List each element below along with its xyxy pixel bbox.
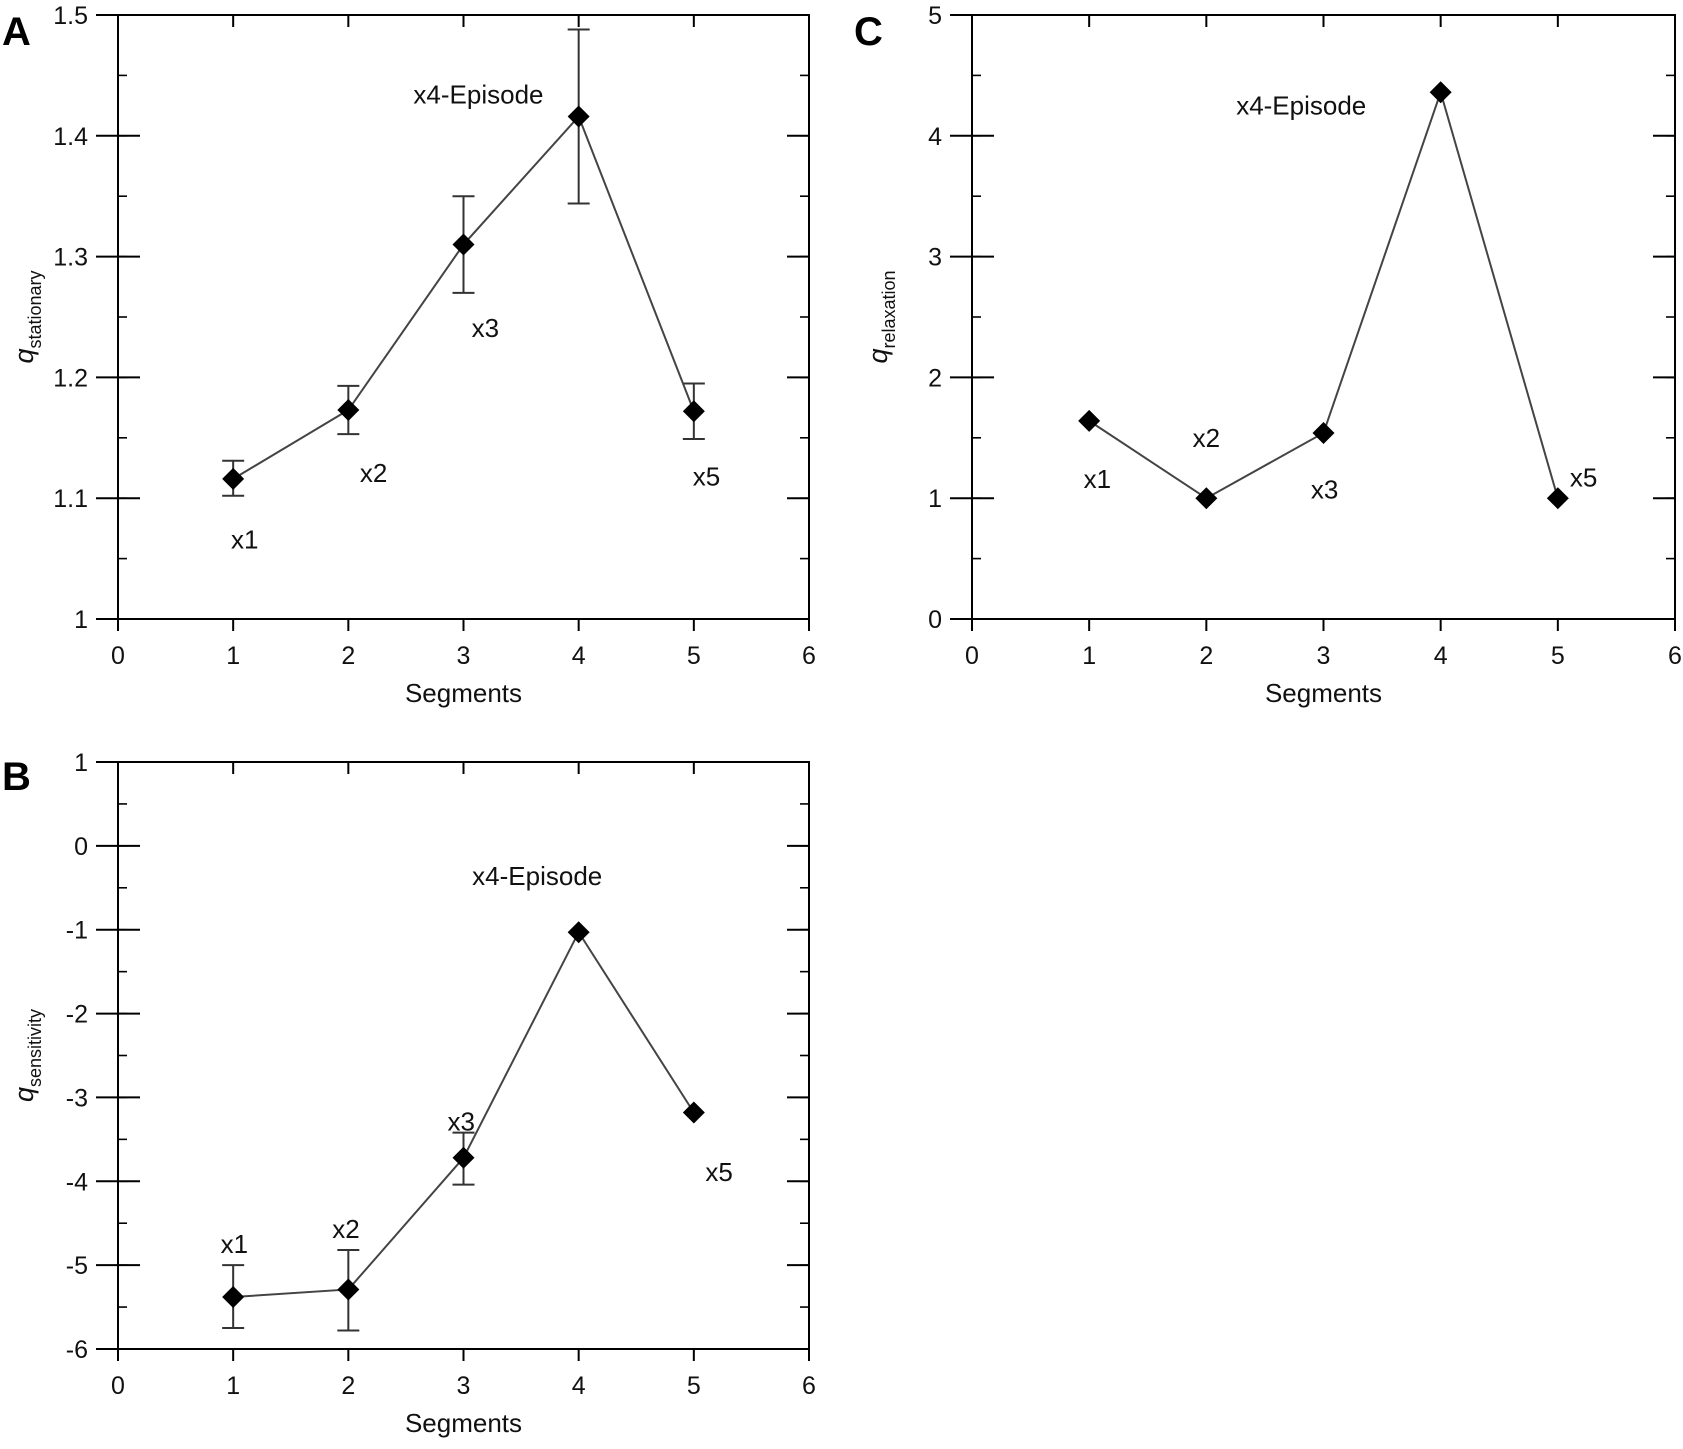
point-annotation: x3 xyxy=(1311,475,1338,505)
y-tick-label: 0 xyxy=(928,606,942,634)
point-annotation: x5 xyxy=(705,1157,732,1187)
y-tick-label: 2 xyxy=(928,364,942,392)
data-point xyxy=(1195,487,1218,510)
y-tick-label: 1 xyxy=(74,606,88,634)
y-tick-label: 1.5 xyxy=(53,2,88,30)
y-tick-label: 0 xyxy=(74,833,88,861)
data-point xyxy=(222,467,245,490)
y-tick-label: 1 xyxy=(74,749,88,777)
data-point xyxy=(337,1278,360,1301)
x-tick-label: 2 xyxy=(341,1372,355,1400)
panel-letter: C xyxy=(854,10,883,54)
x-tick-label: 6 xyxy=(802,642,816,670)
y-axis-title-symbol: q xyxy=(863,349,893,364)
plot-frame xyxy=(117,761,810,1350)
x-tick-label: 6 xyxy=(1668,642,1682,670)
y-tick-label: 1.1 xyxy=(53,485,88,513)
x-tick-label: 1 xyxy=(226,642,240,670)
y-axis-title-symbol: q xyxy=(9,1087,39,1102)
y-tick-label: 5 xyxy=(928,2,942,30)
data-point xyxy=(452,233,475,256)
y-tick-label: 1 xyxy=(928,485,942,513)
point-annotation: x1 xyxy=(231,524,258,554)
x-tick-label: 5 xyxy=(1551,642,1565,670)
x-tick-label: 3 xyxy=(457,1372,471,1400)
data-point xyxy=(452,1146,475,1169)
data-point xyxy=(1546,487,1569,510)
data-point xyxy=(337,399,360,422)
x-tick-label: 3 xyxy=(457,642,471,670)
y-axis-title: qrelaxation xyxy=(863,270,899,363)
x-tick-label: 0 xyxy=(111,642,125,670)
y-tick-label: 3 xyxy=(928,244,942,272)
point-annotation: x2 xyxy=(332,1214,359,1244)
y-tick-label: -6 xyxy=(66,1336,88,1364)
panel-letter: B xyxy=(2,755,31,799)
x-tick-label: 6 xyxy=(802,1372,816,1400)
x-axis-title: Segments xyxy=(405,678,522,708)
data-point xyxy=(567,921,590,944)
point-annotation: x1 xyxy=(1084,464,1111,494)
series-line xyxy=(232,114,695,480)
x-tick-label: 4 xyxy=(572,642,586,670)
point-annotation: x2 xyxy=(1193,423,1220,453)
y-axis-title-subscript: sensitivity xyxy=(25,1009,45,1087)
x-tick-label: 5 xyxy=(687,1372,701,1400)
data-point xyxy=(567,105,590,128)
x-tick-label: 0 xyxy=(111,1372,125,1400)
point-annotation: x3 xyxy=(472,313,499,343)
y-axis-title-subscript: stationary xyxy=(25,270,45,348)
data-point xyxy=(1078,409,1101,432)
y-tick-label: 1.2 xyxy=(53,364,88,392)
y-axis-title-symbol: q xyxy=(9,349,39,364)
x-tick-label: 4 xyxy=(1434,642,1448,670)
y-axis-title-subscript: relaxation xyxy=(879,270,899,348)
y-axis-title: qsensitivity xyxy=(9,1009,45,1102)
panel-c: C 0 1 2 3 4 5 6 0 1 2 3 4 5 Segments qrelaxation x1 x2 x3 x… xyxy=(854,2,1682,708)
x-tick-label: 1 xyxy=(1082,642,1096,670)
x-axis-title: Segments xyxy=(405,1408,522,1438)
panel-letter: A xyxy=(2,10,31,54)
point-annotation: x5 xyxy=(1570,463,1597,493)
panel-b: B 0 1 2 3 4 5 6 -6 -5 -4 -3 -2 -1 0 1 Segments qsensitivi… xyxy=(2,749,816,1438)
data-point xyxy=(222,1286,245,1309)
y-tick-label: -1 xyxy=(66,917,88,945)
y-tick-label: -4 xyxy=(66,1168,88,1196)
x-tick-label: 2 xyxy=(341,642,355,670)
y-tick-label: -2 xyxy=(66,1001,88,1029)
y-tick-label: 1.3 xyxy=(53,244,88,272)
x-tick-label: 2 xyxy=(1199,642,1213,670)
y-tick-label: 4 xyxy=(928,123,942,151)
point-annotation: x4-Episode xyxy=(1236,91,1366,121)
point-annotation: x2 xyxy=(360,458,387,488)
x-tick-label: 0 xyxy=(965,642,979,670)
point-annotation: x3 xyxy=(447,1107,474,1137)
data-point xyxy=(1429,81,1452,104)
data-point xyxy=(1312,421,1335,444)
point-annotation: x4-Episode xyxy=(413,80,543,110)
x-tick-label: 1 xyxy=(226,1372,240,1400)
data-point xyxy=(682,400,705,423)
x-tick-label: 5 xyxy=(687,642,701,670)
point-annotation: x5 xyxy=(693,461,720,491)
x-tick-label: 3 xyxy=(1317,642,1331,670)
panel-a: A0 1 2 3 4 5 611.11.21.31.41.5Segmentsqstation… xyxy=(2,2,816,708)
data-point xyxy=(682,1101,705,1124)
point-annotation: x4-Episode xyxy=(472,861,602,891)
x-tick-label: 4 xyxy=(572,1372,586,1400)
y-tick-label: 1.4 xyxy=(53,123,88,151)
y-axis-title: qstationary xyxy=(9,270,45,363)
y-tick-label: -3 xyxy=(66,1084,88,1112)
y-tick-label: -5 xyxy=(66,1252,88,1280)
x-axis-title: Segments xyxy=(1265,678,1382,708)
point-annotation: x1 xyxy=(221,1229,248,1259)
